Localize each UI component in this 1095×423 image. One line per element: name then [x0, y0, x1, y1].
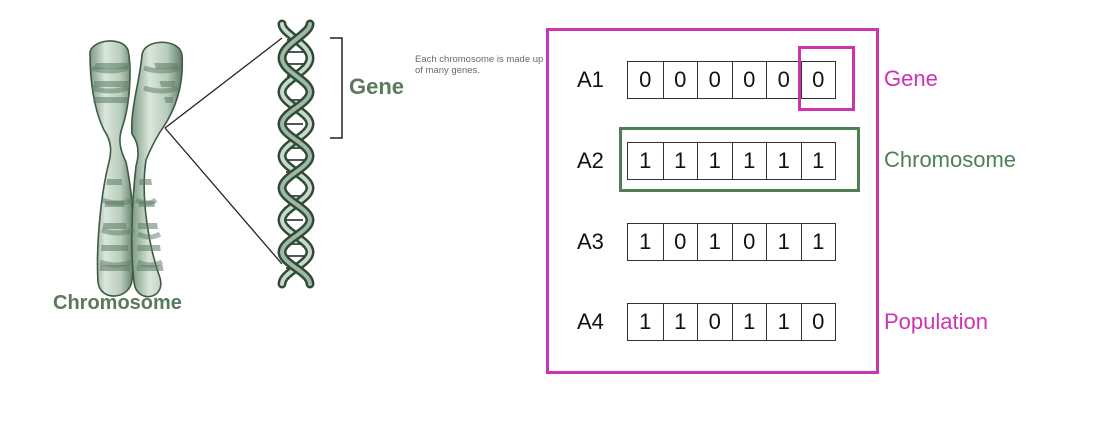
- gene-cell: 1: [697, 224, 732, 260]
- gene-cell: 0: [731, 224, 767, 260]
- chromosome-label: Chromosome: [53, 292, 182, 314]
- chromosome-left-arm: [89, 40, 135, 297]
- chromosome-row-a3: 1 0 1 0 1 1: [627, 223, 836, 261]
- chromosome-row-a4: 1 1 0 1 1 0: [627, 303, 836, 341]
- chromosome-graphic: [89, 40, 184, 298]
- gene-cell: 1: [639, 148, 652, 173]
- chromosome-right-arm: [130, 41, 184, 298]
- gene-cell: 0: [766, 62, 801, 98]
- gene-cell: 0: [662, 224, 698, 260]
- dna-helix: [277, 19, 315, 289]
- chromosome-dna-illustration: [89, 19, 343, 298]
- population-tag: Population: [884, 309, 988, 334]
- gene-cell: 1: [800, 224, 836, 260]
- gene-cell: 1: [766, 304, 801, 340]
- gene-cell: 1: [662, 304, 698, 340]
- population-box: [546, 28, 879, 374]
- gene-cell: 1: [800, 143, 836, 179]
- gene-cell: 0: [800, 304, 836, 340]
- gene-cell: 1: [662, 143, 698, 179]
- gene-cell: 0: [662, 62, 698, 98]
- row-label-a3: A3: [577, 229, 604, 254]
- zoom-lines: [164, 37, 283, 265]
- gene-cell: 1: [731, 143, 767, 179]
- gene-cell: 1: [766, 143, 801, 179]
- row-label-a2: A2: [577, 148, 604, 173]
- gene-label: Gene: [349, 74, 405, 99]
- chromosome-tag: Chromosome: [884, 147, 1017, 172]
- chromosome-highlight-box: [619, 127, 860, 192]
- gene-highlight-box: [798, 46, 855, 111]
- gene-cell: 0: [697, 62, 732, 98]
- row-label-a4: A4: [577, 309, 604, 334]
- chromosome-row-a2: 1 1 1 1 1 1: [627, 142, 836, 180]
- gene-cell: 1: [766, 224, 801, 260]
- gene-bracket: [330, 37, 343, 139]
- gene-cell: 1: [639, 229, 652, 254]
- gene-tag: Gene: [884, 66, 938, 91]
- gene-cell: 1: [697, 143, 732, 179]
- gene-cell: 0: [731, 62, 767, 98]
- gene-cell: 0: [697, 304, 732, 340]
- gene-cell: 0: [639, 67, 652, 92]
- gene-cell: 1: [731, 304, 767, 340]
- row-label-a1: A1: [577, 67, 604, 92]
- gene-cell: 1: [639, 309, 652, 334]
- gene-caption: Each chromosome is made up of many genes…: [415, 54, 544, 76]
